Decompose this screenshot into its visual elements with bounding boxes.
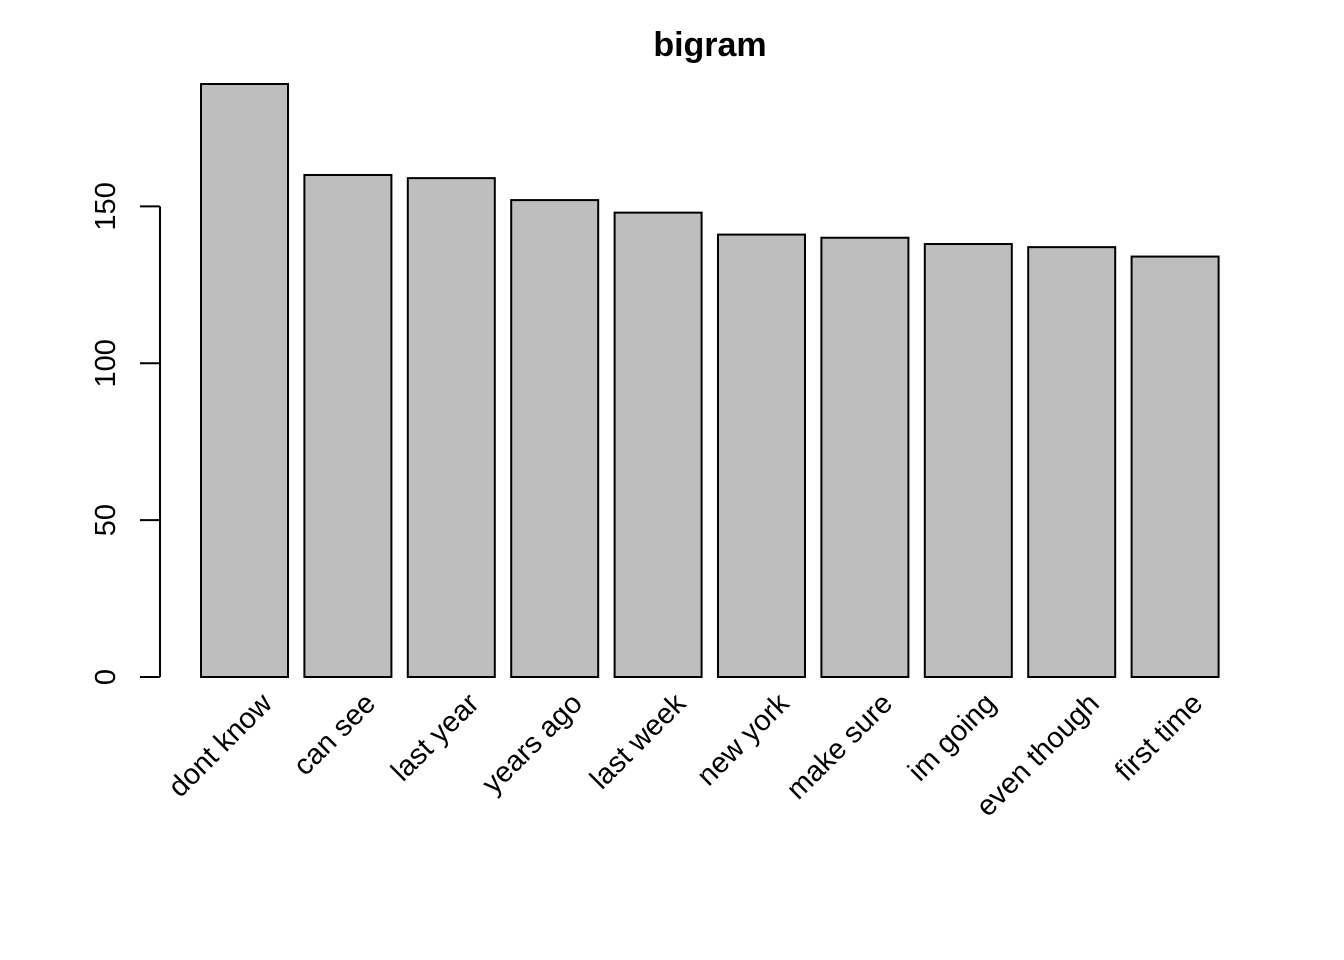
x-tick-label: first time	[1109, 687, 1209, 787]
bar-new-york	[717, 233, 806, 678]
y-tick-label: 50	[90, 504, 122, 536]
bar-im-going	[923, 243, 1013, 678]
bar-first-time	[1130, 255, 1220, 678]
bar-dont-know	[200, 83, 289, 678]
bar-last-week	[613, 211, 703, 679]
bar-can-see	[303, 173, 393, 678]
x-tick-label: can see	[288, 687, 382, 781]
bar-last-year	[406, 177, 496, 678]
x-tick-label: last year	[385, 687, 485, 787]
x-tick-label: last week	[584, 687, 692, 795]
y-tick-label: 0	[90, 669, 122, 685]
x-tick-label: new york	[691, 687, 796, 792]
x-tick-label: dont know	[162, 687, 279, 804]
bar-even-though	[1027, 246, 1117, 678]
chart-title: bigram	[653, 26, 766, 64]
bar-make-sure	[820, 236, 910, 678]
bar-years-ago	[510, 199, 600, 679]
bars-group	[200, 83, 1220, 679]
y-axis: 0 50 100 150	[90, 182, 161, 685]
y-tick-label: 150	[90, 182, 122, 230]
y-tick-label: 100	[90, 339, 122, 387]
x-tick-label: im going	[902, 687, 1002, 787]
x-tick-label: years ago	[476, 687, 589, 800]
x-tick-label: make sure	[781, 687, 899, 805]
